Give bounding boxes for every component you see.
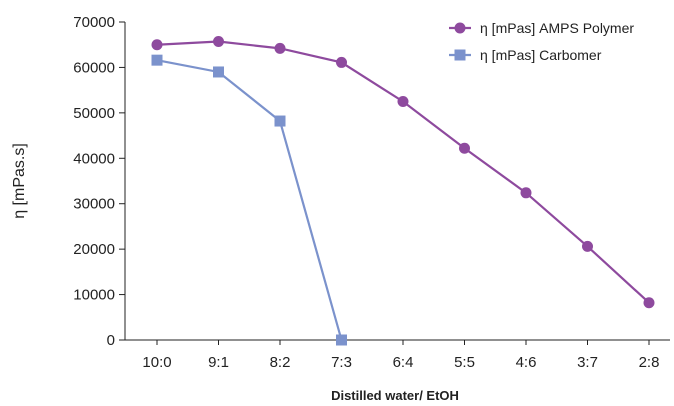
- data-point: [459, 142, 470, 154]
- series-0: [151, 36, 655, 309]
- data-point: [582, 240, 593, 252]
- legend-item: η [mPas] AMPS Polymer: [449, 20, 634, 36]
- data-point: [274, 42, 286, 54]
- legend-label: η [mPas] AMPS Polymer: [480, 20, 634, 36]
- series-1: [151, 54, 347, 346]
- legend-marker: [454, 49, 466, 61]
- data-point: [151, 39, 163, 51]
- x-tick-label: 3:7: [577, 354, 598, 371]
- y-tick-label: 0: [107, 332, 115, 349]
- y-tick-label: 50000: [73, 105, 115, 122]
- y-tick-label: 10000: [73, 287, 115, 304]
- x-tick-label: 2:8: [639, 354, 660, 371]
- legend-item: η [mPas] Carbomer: [449, 47, 602, 63]
- y-tick-label: 20000: [73, 241, 115, 258]
- data-point: [397, 96, 409, 107]
- data-point: [274, 115, 286, 127]
- x-axis-label: Distilled water/ EtOH: [331, 388, 459, 403]
- legend-label: η [mPas] Carbomer: [480, 47, 602, 63]
- x-ticks: 10:0 9:1 8:2 7:3 6:4 5:5 4:6 3:7 2:8: [142, 340, 659, 371]
- x-tick-label: 5:5: [454, 354, 475, 371]
- x-tick-label: 8:2: [270, 354, 291, 371]
- data-point: [336, 334, 347, 346]
- data-point: [643, 297, 655, 309]
- data-point: [151, 54, 163, 66]
- x-tick-label: 10:0: [142, 354, 171, 371]
- y-tick-label: 40000: [73, 150, 115, 167]
- legend: η [mPas] AMPS Polymer η [mPas] Carbomer: [449, 20, 634, 63]
- x-tick-label: 4:6: [516, 354, 537, 371]
- y-tick-label: 30000: [73, 196, 115, 213]
- x-tick-label: 9:1: [208, 354, 229, 371]
- x-tick-label: 7:3: [331, 354, 352, 371]
- data-point: [520, 187, 532, 199]
- data-point: [336, 56, 347, 68]
- series-layer: [151, 36, 655, 346]
- y-tick-label: 60000: [73, 59, 115, 76]
- data-point: [213, 36, 224, 48]
- x-tick-label: 6:4: [393, 354, 414, 371]
- data-point: [213, 66, 224, 78]
- y-axis-label: η [mPas.s]: [11, 143, 28, 219]
- series-line: [156, 59, 343, 341]
- y-tick-label: 70000: [73, 14, 115, 31]
- axes: [124, 22, 670, 341]
- legend-marker: [454, 22, 466, 34]
- y-ticks: 0 10000 20000 30000 40000 50000 60000 70000: [73, 14, 125, 349]
